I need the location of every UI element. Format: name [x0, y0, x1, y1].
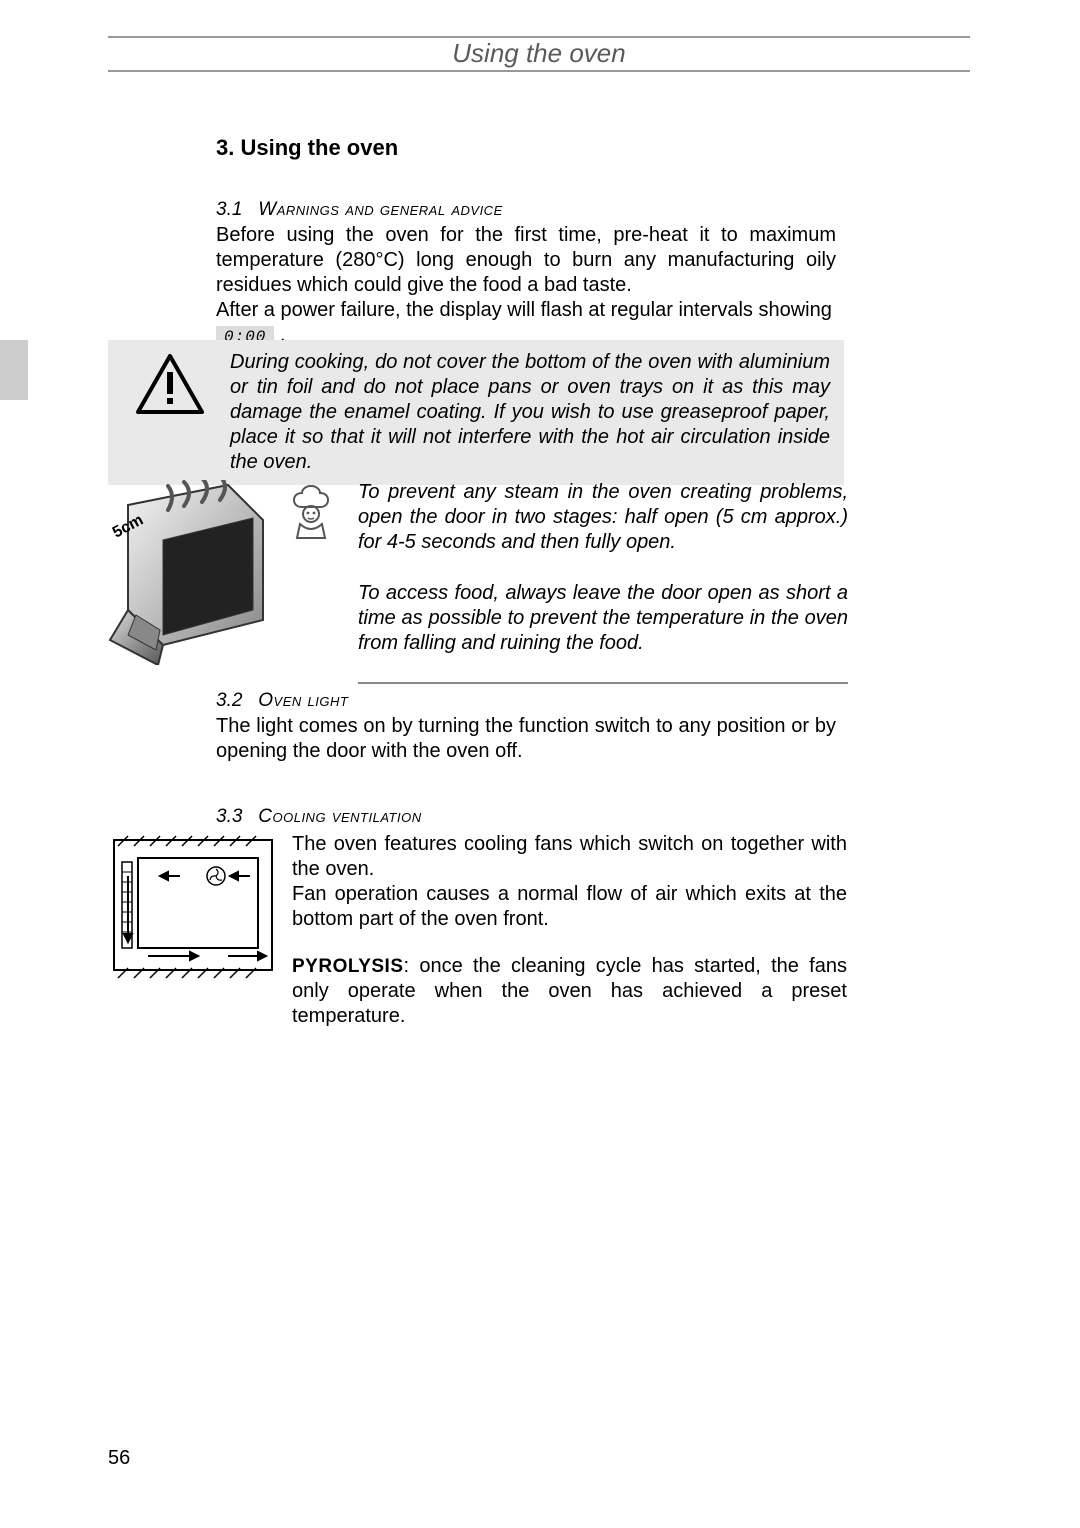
section-3-3-body: The oven features cooling fans which swi…	[108, 832, 848, 1029]
section-number: 3.1	[216, 199, 242, 220]
chef-tip-icon	[286, 480, 336, 540]
pyrolysis-label: PYROLYSIS	[292, 956, 404, 977]
section-caption: Oven light	[258, 690, 348, 711]
tip-2: To access food, always leave the door op…	[358, 581, 848, 656]
tips-block: 5cm To prevent any steam in the oven cre…	[108, 480, 848, 684]
section-3-3-heading: 3.3 Cooling ventilation	[216, 806, 836, 828]
section-3-1-heading: 3.1 Warnings and general advice	[216, 199, 836, 221]
section-3-3-heading-wrap: 3.3 Cooling ventilation	[216, 806, 836, 830]
page-side-tab	[0, 340, 28, 400]
cooling-ventilation-diagram	[108, 832, 278, 982]
section-caption: Warnings and general advice	[258, 199, 502, 220]
section-3-3-text: The oven features cooling fans which swi…	[292, 832, 847, 1029]
running-header-title: Using the oven	[108, 38, 970, 69]
page-number: 56	[108, 1447, 130, 1470]
tips-divider	[358, 682, 848, 684]
section-3-3-p3: PYROLYSIS: once the cleaning cycle has s…	[292, 954, 847, 1029]
section-3-3-p2: Fan operation causes a normal flow of ai…	[292, 882, 847, 932]
chapter-title: 3. Using the oven	[216, 135, 836, 161]
tip-1: To prevent any steam in the oven creatin…	[358, 480, 848, 555]
section-3-2-p1: The light comes on by turning the functi…	[216, 714, 836, 764]
main-content: 3. Using the oven 3.1 Warnings and gener…	[216, 135, 836, 373]
section-3-1-p1: Before using the oven for the first time…	[216, 223, 836, 298]
warning-callout: During cooking, do not cover the bottom …	[108, 340, 844, 485]
section-caption: Cooling ventilation	[258, 806, 421, 827]
header-rule-bottom	[108, 70, 970, 72]
section-3-3-p1: The oven features cooling fans which swi…	[292, 832, 847, 882]
section-number: 3.2	[216, 690, 242, 711]
tips-text: To prevent any steam in the oven creatin…	[358, 480, 848, 656]
warning-text: During cooking, do not cover the bottom …	[230, 350, 830, 475]
section-3-2-heading: 3.2 Oven light	[216, 690, 836, 712]
section-3-2: 3.2 Oven light The light comes on by tur…	[216, 690, 836, 764]
p2-lead: After a power failure, the display will …	[216, 299, 832, 321]
warning-triangle-icon	[136, 354, 204, 414]
oven-open-door-illustration: 5cm	[108, 480, 268, 665]
section-number: 3.3	[216, 806, 242, 827]
